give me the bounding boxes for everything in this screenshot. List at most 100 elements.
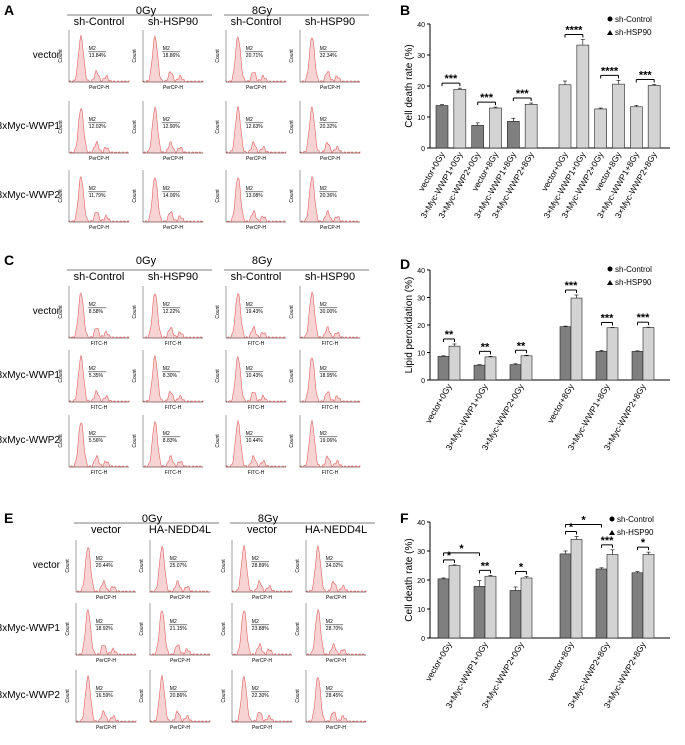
histogram-curve [226,292,286,339]
bar [570,297,583,381]
y-tick-label: 30 [417,53,425,60]
gate-value: 11.79% [89,193,106,199]
gate-value: 5.56% [89,438,104,444]
gate-value: 28.89% [252,563,270,569]
bar [437,578,450,639]
histogram-y-label: Count [289,189,295,203]
gate-label: M2 [89,431,96,437]
histogram-y-label: Count [65,689,71,703]
histogram-y-label: Count [132,305,138,319]
panel-letter: D [400,256,410,272]
histogram-y-label: Count [289,369,295,383]
column-header: sh-Control [231,16,282,28]
bar [453,89,467,149]
histogram-y-label: Count [215,369,221,383]
gate-value: 20.86% [170,693,188,699]
histogram-x-label: PerCP-H [163,225,183,231]
histogram-curve [298,291,361,339]
group-header: 8Gy [252,255,273,267]
gate-label: M2 [326,619,333,625]
gate-value: 5.35% [89,373,104,379]
histogram-y-label: Count [58,120,64,134]
column-header: sh-HSP90 [148,16,198,28]
histogram-x-label: PerCP-H [89,225,109,231]
gate-label: M2 [89,302,96,308]
histogram-curve [225,355,287,403]
histogram-curve [68,35,130,83]
bar [471,125,484,149]
histogram-curve [69,422,129,468]
histogram-curve [305,545,367,593]
x-category-label: vector+8Gy [545,639,576,682]
significance-label: * [569,522,574,534]
bar [576,44,590,149]
histogram-x-label: FITC-H [165,341,182,347]
gate-value: 20.36% [320,193,338,199]
gate-label: M2 [320,302,327,308]
y-tick-label: 40 [417,22,425,29]
bar [448,565,461,639]
y-axis-label: Cell death rate (%) [404,538,415,621]
legend-marker-sh-control [607,16,613,22]
histogram-curve [299,106,361,154]
legend-marker-sh-control [607,266,613,272]
gate-value: 25.07% [170,563,188,569]
bar-chart: B 0 10 20 30 40 Cell death rate (%) sh-Control s… [400,2,670,220]
y-tick-label: 0 [421,636,425,643]
row-label: 3xMyc-WWP2 [0,690,60,701]
histogram-x-label: FITC-H [91,470,108,476]
row-label: vector [33,50,61,61]
bar-chart: F 0 10 20 30 40 Cell death rate (%) sh-Control s… [400,510,670,710]
column-header: HA-NEDD4L [305,524,367,536]
histogram-plot: M25.35% FITC-H Count [58,350,130,411]
gate-value: 19.06% [320,438,338,444]
histogram-curve [68,175,130,223]
histogram-y-label: Count [132,434,138,448]
gate-label: M2 [320,431,327,437]
histogram-curve [226,177,286,223]
gate-value: 18.95% [320,373,338,379]
y-tick-label: 0 [421,146,425,153]
column-header: sh-Control [231,271,282,283]
histogram-plot: M28.58% FITC-H Count [58,286,130,347]
gate-label: M2 [246,46,253,52]
gate-label: M2 [163,431,170,437]
group-header: 0Gy [136,255,157,267]
bar [558,84,572,149]
y-tick-label: 30 [417,296,425,303]
histogram-curve [225,36,287,83]
y-tick-label: 40 [417,520,425,527]
column-header: vector [91,524,121,536]
row-label: vector [33,560,61,571]
histogram-x-label: FITC-H [248,470,265,476]
y-tick-label: 10 [417,607,425,614]
bar [630,106,643,149]
gate-label: M2 [326,556,333,562]
gate-value: 10.44% [246,438,264,444]
histogram-y-label: Count [132,189,138,203]
gate-label: M2 [163,302,170,308]
histogram-x-label: FITC-H [248,405,265,411]
gate-value: 20.32% [320,124,338,130]
histogram-x-label: FITC-H [322,470,339,476]
histogram-curve [232,610,292,656]
gate-label: M2 [252,556,259,562]
gate-value: 14.06% [163,193,181,199]
histogram-y-label: Count [289,434,295,448]
significance-label: *** [480,92,494,104]
histogram-x-label: FITC-H [91,341,108,347]
histogram-curve [75,608,137,656]
histogram-curve [142,35,204,83]
